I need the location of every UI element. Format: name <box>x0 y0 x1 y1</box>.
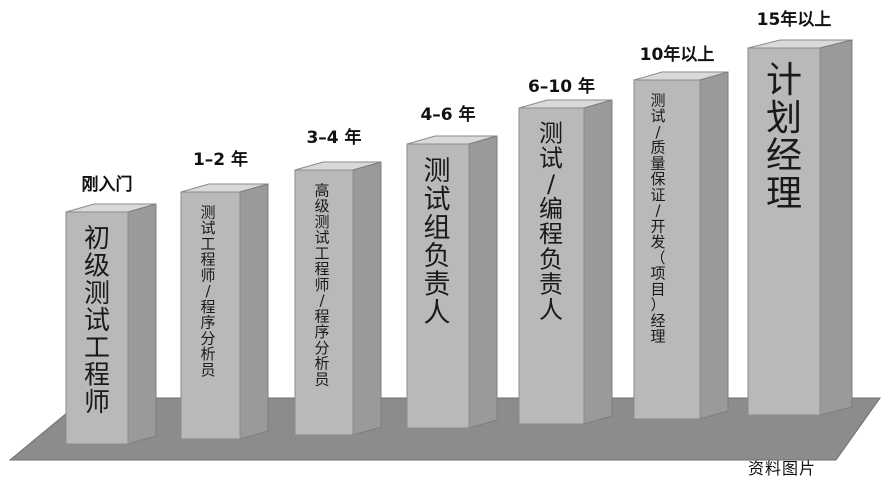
pillar-side-face <box>352 161 382 436</box>
pillar-role-label: 计划经理 <box>766 60 802 214</box>
pillar-year-caption: 1–2 年 <box>193 149 248 170</box>
pillar-year-caption: 10年以上 <box>640 44 715 65</box>
career-pillar: 计划经理 15年以上 <box>747 9 853 416</box>
pillar-front-face <box>65 211 129 445</box>
pillar-side-face <box>239 183 269 440</box>
pillar-role-label: 测试/编程负责人 <box>539 119 563 323</box>
pillar-side-face <box>127 203 157 445</box>
pillar-front-face <box>406 143 470 429</box>
pillar-side-face <box>699 71 729 420</box>
career-pillar: 测试/质量保证/开发（项目）经理 10年以上 <box>633 44 729 420</box>
pillar-role-label: 测试工程师/程序分析员 <box>200 203 215 379</box>
pillar-front-face <box>294 169 354 436</box>
pillar-role-label: 测试组负责人 <box>424 156 451 329</box>
pillar-front-face <box>747 47 821 416</box>
career-pillar: 测试组负责人 4–6 年 <box>406 104 498 429</box>
pillar-role-label: 测试/质量保证/开发（项目）经理 <box>650 91 665 345</box>
pillar-side-face <box>583 99 613 425</box>
pillar-front-face <box>633 79 701 420</box>
career-pillar: 高级测试工程师/程序分析员 3–4 年 <box>294 127 382 436</box>
pillar-year-caption: 刚入门 <box>82 174 133 195</box>
career-pillar: 初级测试工程师 刚入门 <box>65 174 157 445</box>
pillar-side-face <box>819 39 853 416</box>
career-pillar: 测试工程师/程序分析员 1–2 年 <box>180 149 269 440</box>
pillar-year-caption: 4–6 年 <box>420 104 475 125</box>
pillar-year-caption: 3–4 年 <box>306 127 361 148</box>
pillar-role-label: 高级测试工程师/程序分析员 <box>314 181 329 388</box>
pillar-front-face <box>518 107 585 425</box>
pillar-year-caption: 6–10 年 <box>528 76 595 97</box>
source-note: 资料图片 <box>748 459 817 478</box>
pillar-role-label: 初级测试工程师 <box>84 224 110 418</box>
pillar-side-face <box>468 135 498 429</box>
career-pillar: 测试/编程负责人 6–10 年 <box>518 76 613 425</box>
pillar-year-caption: 15年以上 <box>757 9 832 30</box>
pillar-front-face <box>180 191 241 440</box>
